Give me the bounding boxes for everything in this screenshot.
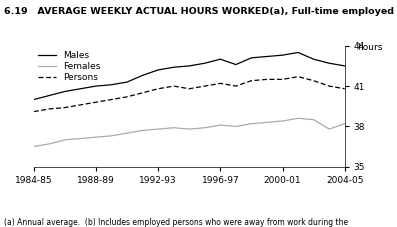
Text: 6.19   AVERAGE WEEKLY ACTUAL HOURS WORKED(a), Full-time employed persons(b): 6.19 AVERAGE WEEKLY ACTUAL HOURS WORKED(… bbox=[4, 7, 397, 16]
Legend: Males, Females, Persons: Males, Females, Persons bbox=[39, 52, 101, 82]
Y-axis label: hours: hours bbox=[357, 43, 382, 52]
Text: (a) Annual average.  (b) Includes employed persons who were away from work durin: (a) Annual average. (b) Includes employe… bbox=[4, 218, 348, 227]
